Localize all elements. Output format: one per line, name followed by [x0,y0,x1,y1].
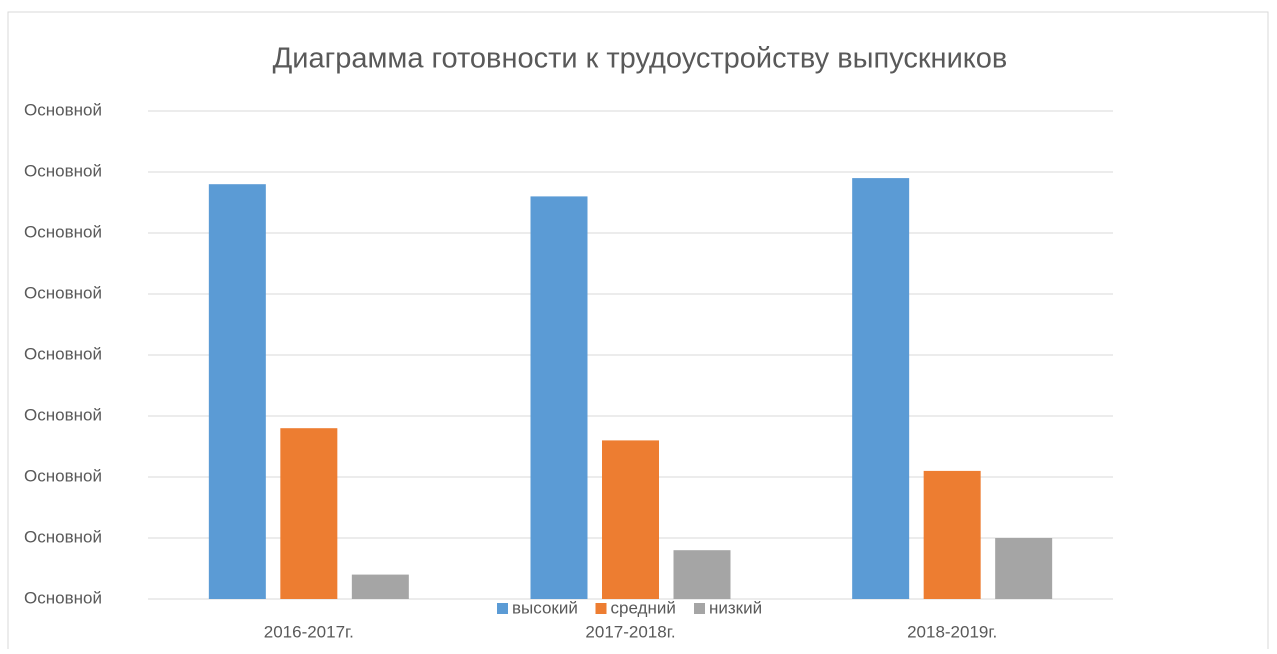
y-tick-label: Основной [24,100,102,119]
legend-swatch [595,603,607,614]
x-tick-label: 2018-2019г. [907,622,997,641]
y-tick-label: Основной [24,588,102,607]
x-tick-label: 2016-2017г. [264,622,354,641]
legend-label: низкий [709,598,762,617]
chart-title: Диаграмма готовности к трудоустройству в… [273,43,1008,75]
legend-swatch [694,603,705,614]
bar [673,550,731,599]
y-tick-label: Основной [24,161,102,180]
x-tick-label: 2017-2018г. [585,622,675,641]
y-tick-label: Основной [24,527,102,546]
bar [995,538,1053,599]
y-tick-label: Основной [24,344,102,363]
bar [602,440,659,599]
bar [923,470,981,599]
legend-label: средний [611,598,676,617]
legend-swatch [497,603,508,614]
bar [852,178,910,599]
y-tick-label: Основной [24,222,102,241]
bar [280,428,338,599]
bar [351,574,409,599]
bar [530,196,588,599]
y-tick-label: Основной [24,283,102,302]
bar [208,184,266,599]
legend-label: высокий [512,598,578,617]
y-tick-label: Основной [24,405,102,424]
y-tick-label: Основной [24,466,102,485]
